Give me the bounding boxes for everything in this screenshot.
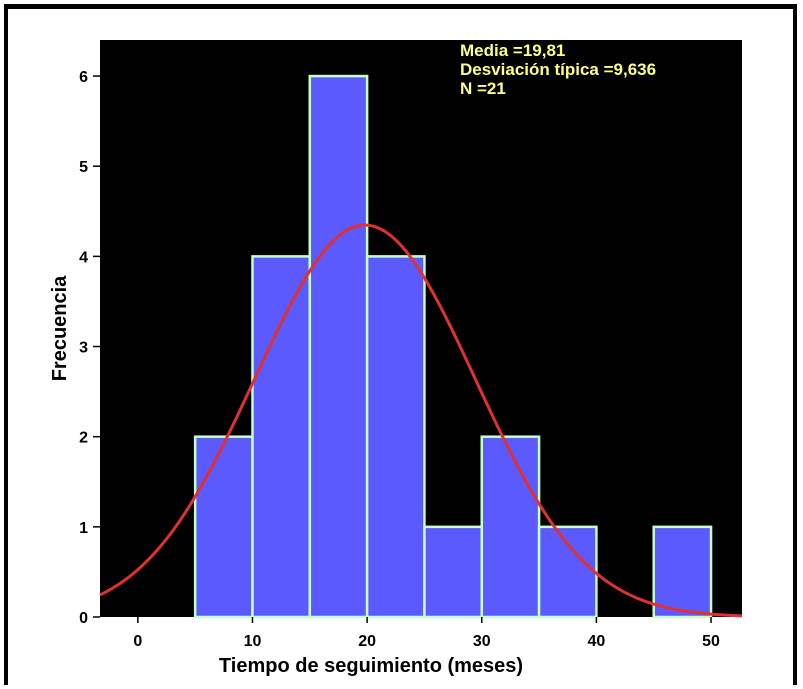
histogram-bar — [251, 255, 312, 619]
y-axis-title: Frecuencia — [49, 275, 71, 381]
histogram-bar — [423, 525, 484, 619]
histogram-bar — [365, 255, 426, 619]
stats-line: Media =19,81 — [460, 41, 565, 60]
y-tick-label: 0 — [79, 610, 88, 627]
histogram-bar — [652, 525, 713, 619]
x-tick-label: 50 — [702, 633, 720, 650]
y-tick-label: 2 — [79, 430, 88, 447]
x-tick-label: 10 — [244, 633, 262, 650]
stats-line: Desviación típica =9,636 — [460, 60, 656, 79]
normal-curve — [99, 223, 743, 618]
histogram-bar — [537, 525, 598, 619]
stats-line: N =21 — [460, 79, 506, 98]
x-tick-label: 40 — [588, 633, 606, 650]
y-tick-label: 6 — [79, 69, 88, 86]
histogram-bar — [480, 435, 541, 619]
histogram-bar — [193, 435, 254, 619]
histogram-bar — [308, 74, 369, 619]
y-tick-label: 1 — [79, 520, 88, 537]
y-tick-label: 3 — [79, 340, 88, 357]
x-tick-label: 0 — [133, 633, 142, 650]
y-tick-label: 4 — [79, 249, 88, 266]
x-axis-title: Tiempo de seguimiento (meses) — [219, 655, 523, 677]
x-tick-label: 30 — [473, 633, 491, 650]
x-tick-label: 20 — [358, 633, 376, 650]
y-tick-label: 5 — [79, 159, 88, 176]
